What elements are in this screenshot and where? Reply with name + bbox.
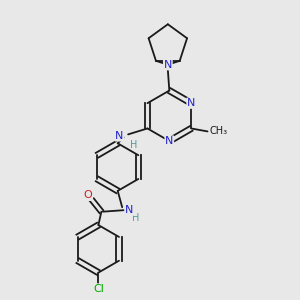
- Text: N: N: [115, 131, 124, 141]
- Text: N: N: [125, 205, 134, 215]
- Text: N: N: [165, 136, 173, 146]
- Text: H: H: [130, 140, 137, 150]
- Text: N: N: [187, 98, 195, 108]
- Text: Cl: Cl: [93, 284, 104, 294]
- Text: N: N: [164, 60, 172, 70]
- Text: H: H: [132, 213, 140, 223]
- Text: O: O: [84, 190, 92, 200]
- Text: CH₃: CH₃: [210, 126, 228, 136]
